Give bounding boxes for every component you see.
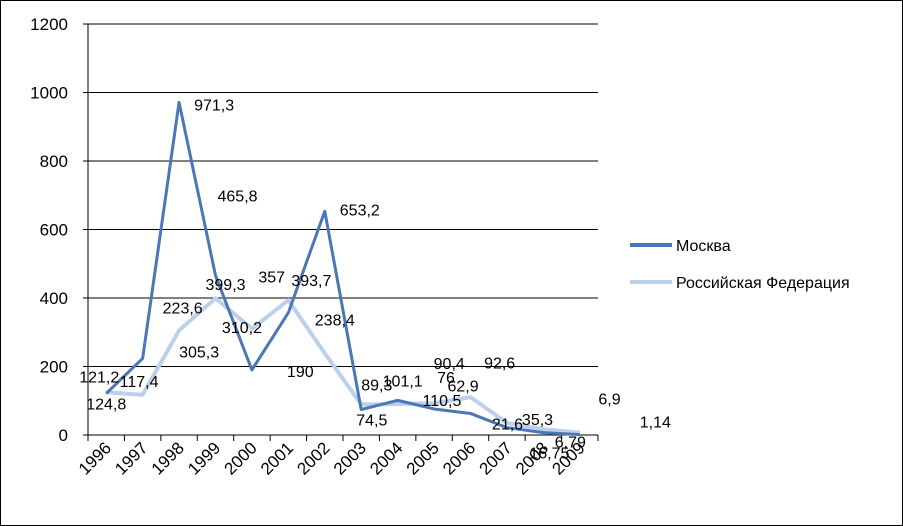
x-tick-label: 1996	[75, 438, 115, 478]
data-label: 35,3	[522, 412, 553, 429]
y-tick-label: 400	[40, 289, 68, 308]
data-label: 16,75	[529, 445, 569, 462]
data-label: 971,3	[194, 97, 234, 114]
y-tick-label: 600	[40, 221, 68, 240]
legend-entry-label: Российская Федерация	[676, 275, 850, 292]
data-label: 90,4	[434, 356, 465, 373]
data-label: 190	[287, 364, 314, 381]
data-label: 393,7	[291, 273, 331, 290]
data-label: 117,4	[120, 374, 159, 391]
data-label: 223,6	[163, 300, 203, 317]
series-line-moskva	[105, 100, 580, 437]
data-label: 6,79	[555, 435, 586, 452]
data-label: 305,3	[179, 344, 219, 361]
x-tick-label: 2000	[221, 438, 261, 478]
data-label: 62,9	[448, 378, 479, 395]
data-label: 124,8	[86, 396, 126, 413]
legend-entry-label: Москва	[676, 238, 731, 255]
data-label: 310,2	[222, 320, 262, 337]
data-label: 21,6	[492, 417, 523, 434]
data-label: 74,5	[356, 412, 387, 429]
x-tick-label: 1998	[148, 438, 188, 478]
data-label: 101,1	[383, 373, 423, 390]
data-label: 653,2	[340, 202, 380, 219]
x-tick-label: 2001	[257, 438, 297, 478]
x-tick-label: 2007	[476, 438, 516, 478]
data-label: 6,9	[598, 392, 620, 409]
data-label: 399,3	[206, 277, 246, 294]
data-label: 1,14	[640, 415, 671, 432]
y-tick-label: 200	[40, 358, 68, 377]
data-label: 92,6	[484, 355, 515, 372]
data-label: 121,2	[79, 369, 119, 386]
x-tick-label: 2002	[293, 438, 333, 478]
y-tick-label: 0	[59, 426, 68, 445]
data-label: 238,4	[315, 312, 355, 329]
x-tick-label: 1999	[184, 438, 224, 478]
x-tick-label: 2006	[439, 438, 479, 478]
x-tick-label: 2004	[366, 438, 406, 478]
data-label: 76	[437, 370, 455, 387]
y-tick-label: 1000	[30, 84, 68, 103]
y-tick-label: 800	[40, 152, 68, 171]
y-tick-label: 1200	[30, 15, 68, 34]
data-label: 110,5	[423, 393, 462, 410]
x-tick-label: 2005	[403, 438, 443, 478]
x-tick-label: 1997	[111, 438, 151, 478]
data-label: 357	[258, 270, 285, 287]
data-label: 465,8	[218, 188, 258, 205]
series-line-rf	[106, 296, 580, 435]
x-tick-label: 2003	[330, 438, 370, 478]
data-label: 89,3	[361, 377, 392, 394]
